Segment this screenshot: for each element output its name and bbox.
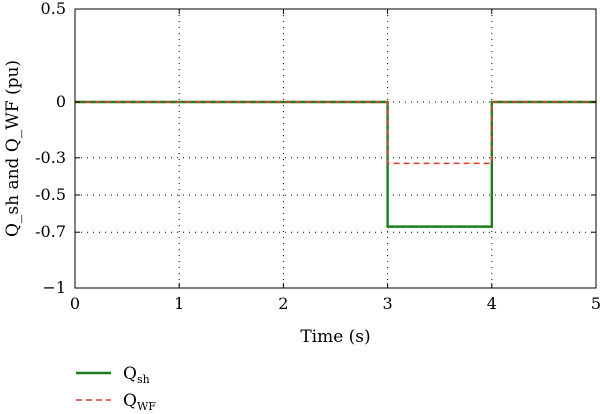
plot-frame [74,8,597,289]
x-tick-label: 1 [174,294,184,313]
legend-label-q-sh: Qsh [123,364,150,386]
y-tick-label: -0.5 [35,185,66,204]
y-tick-label: −1 [42,278,66,297]
grid [75,9,596,288]
legend: Qsh QWF [76,364,156,413]
x-tick-label: 5 [591,294,600,313]
ticks [74,8,597,289]
y-tick-label: 0 [56,92,66,111]
legend-label-q-wf-sub: WF [137,400,156,413]
y-tick-label: -0.7 [35,222,66,241]
legend-label-q-wf-main: Q [123,391,137,411]
legend-label-q-wf: QWF [123,391,156,413]
x-tick-label: 0 [70,294,80,313]
legend-label-q-sh-sub: sh [137,373,150,386]
x-axis-label: Time (s) [300,327,370,347]
legend-label-q-sh-main: Q [123,364,137,384]
series-line-q-sh [75,100,596,228]
series-layer [75,100,596,228]
y-tick-label: -0.3 [35,148,66,167]
x-tick-label: 3 [383,294,393,313]
x-tick-label: 4 [487,294,497,313]
series-line-q-wf [75,101,596,165]
x-tick-label: 2 [278,294,288,313]
tick-labels: 0 1 2 3 4 5 0.5 0 -0.3 -0.5 -0.7 −1 [35,0,600,313]
y-axis-label: Q_sh and Q_WF (pu) [3,60,23,237]
y-tick-label: 0.5 [41,0,66,18]
